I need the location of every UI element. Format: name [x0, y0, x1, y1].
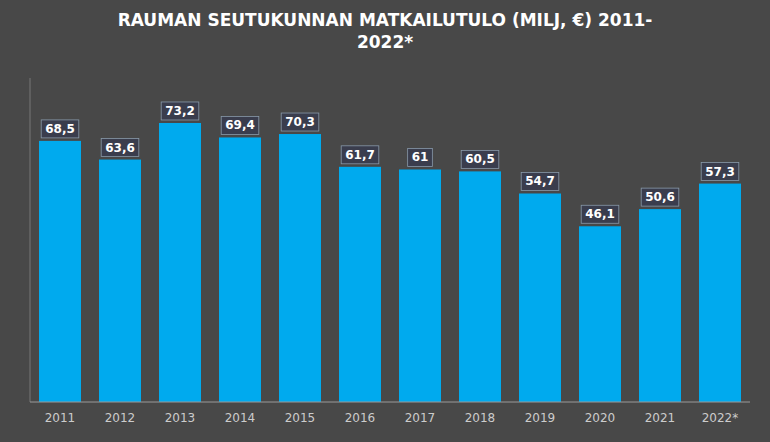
data-label: 69,4 [225, 118, 255, 132]
data-label-box [341, 146, 379, 164]
data-label-box [408, 148, 433, 166]
data-label-box [281, 113, 319, 131]
x-tick-labels: 2011 2012 2013 2014 2015 2016 2017 2018 2019 2020… [45, 411, 739, 425]
data-label: 46,1 [585, 207, 615, 221]
y-axis-line [30, 78, 31, 402]
background [0, 0, 770, 442]
data-label: 61 [412, 150, 429, 164]
data-label: 57,3 [705, 165, 735, 179]
x-tick-label: 2011 [45, 411, 76, 425]
title-line: 2022* [357, 32, 413, 52]
x-tick-label: 2019 [525, 411, 556, 425]
data-labels: 68,5 63,6 73,2 69,4 70,3 61,7 61 60,5 54,7 46,1 50… [41, 102, 739, 223]
title-line: RAUMAN SEUTUKUNNAN MATKAILUTULO (MILJ, €… [118, 10, 653, 30]
data-label-box [101, 139, 139, 157]
bar [519, 193, 561, 402]
data-label: 54,7 [525, 174, 555, 188]
chart: RAUMAN SEUTUKUNNAN MATKAILUTULO (MILJ, €… [0, 0, 770, 442]
x-axis-line [30, 402, 750, 403]
bar [699, 184, 741, 402]
title: RAUMAN SEUTUKUNNAN MATKAILUTULO (MILJ, €… [118, 10, 653, 52]
x-tick-label: 2017 [405, 411, 436, 425]
data-label-box [581, 205, 619, 223]
data-label-box [461, 150, 499, 168]
data-label-box [41, 120, 79, 138]
x-tick-label: 2014 [225, 411, 256, 425]
bar [579, 226, 621, 402]
x-tick-label: 2013 [165, 411, 196, 425]
x-tick-label: 2016 [345, 411, 376, 425]
bar [399, 169, 441, 402]
data-label-box [521, 172, 559, 190]
data-label: 61,7 [345, 148, 375, 162]
bar [159, 123, 201, 402]
bar [459, 171, 501, 402]
x-tick-label: 2012 [105, 411, 136, 425]
bar [339, 167, 381, 402]
data-label: 60,5 [465, 152, 495, 166]
data-label: 70,3 [285, 115, 315, 129]
bar [39, 141, 81, 402]
data-label: 50,6 [645, 190, 675, 204]
bar [639, 209, 681, 402]
x-tick-label: 2020 [585, 411, 616, 425]
data-label-box [701, 163, 739, 181]
data-label: 63,6 [105, 141, 135, 155]
data-label-box [641, 188, 679, 206]
bar [279, 134, 321, 402]
x-tick-label: 2021 [645, 411, 676, 425]
data-label: 73,2 [165, 104, 195, 118]
data-label-box [161, 102, 199, 120]
bar [219, 137, 261, 402]
bar [99, 160, 141, 402]
data-label-box [221, 116, 259, 134]
bars [39, 123, 741, 402]
x-tick-label: 2022* [702, 411, 739, 425]
data-label: 68,5 [45, 122, 75, 136]
x-tick-label: 2015 [285, 411, 316, 425]
x-tick-label: 2018 [465, 411, 496, 425]
